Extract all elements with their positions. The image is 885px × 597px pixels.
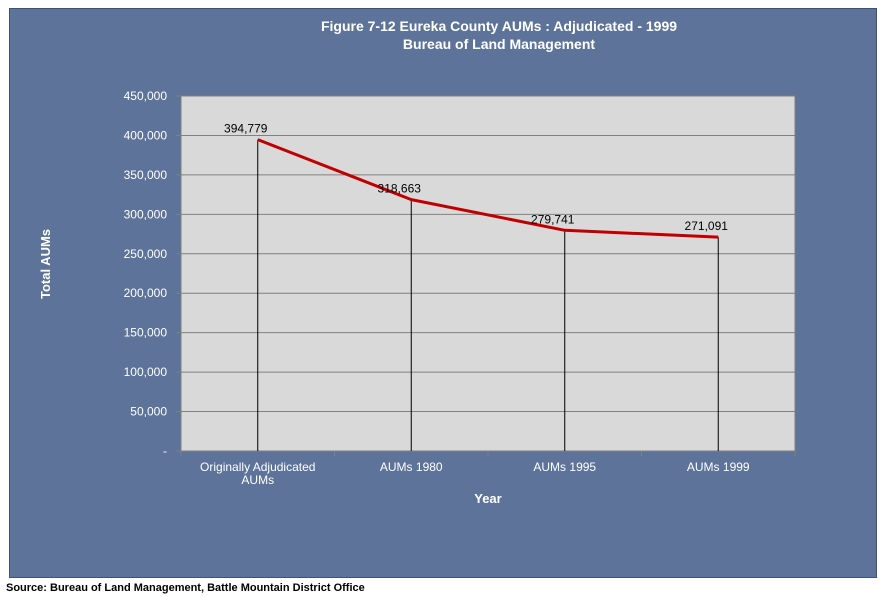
y-tick-label: 350,000 — [124, 168, 168, 182]
y-axis-title: Total AUMs — [38, 229, 53, 299]
data-label: 394,779 — [224, 122, 268, 136]
y-tick-label: 100,000 — [124, 365, 168, 379]
x-axis: Originally Adjudicated AUMs AUMs 1980 AUMs … — [180, 451, 796, 487]
data-label: 318,663 — [378, 182, 422, 196]
series-aums — [257, 138, 719, 239]
y-tick-label: 450,000 — [124, 89, 168, 103]
y-tick-label: 300,000 — [124, 207, 168, 221]
line-chart: Figure 7-12 Eureka County AUMs : Adjudic… — [38, 18, 796, 506]
y-tick-label: 200,000 — [124, 286, 168, 300]
y-axis: - 50,000 100,000 150,000 200,000 250,000 300,0… — [124, 89, 181, 458]
data-label: 279,741 — [531, 212, 575, 226]
y-tick-label: 400,000 — [124, 128, 168, 142]
x-tick-label: AUMs 1999 — [687, 460, 750, 474]
y-tick-label: 50,000 — [130, 405, 167, 419]
x-tick-label: AUMs 1995 — [533, 460, 596, 474]
y-tick-label: 150,000 — [124, 326, 168, 340]
data-label: 271,091 — [685, 219, 729, 233]
x-axis-title: Year — [474, 491, 501, 506]
chart-title: Figure 7-12 Eureka County AUMs : Adjudic… — [321, 18, 677, 34]
data-labels: 394,779 318,663 279,741 271,091 — [224, 122, 728, 234]
x-tick-label: AUMs 1980 — [380, 460, 443, 474]
plot-area — [180, 95, 796, 452]
series-line — [257, 138, 719, 239]
y-tick-label: - — [163, 444, 167, 458]
drop-lines — [257, 139, 719, 451]
chart-subtitle: Bureau of Land Management — [403, 36, 595, 52]
chart-frame: Figure 7-12 Eureka County AUMs : Adjudic… — [9, 8, 877, 578]
x-tick-label: Originally Adjudicated AUMs — [200, 460, 315, 487]
y-tick-label: 250,000 — [124, 247, 168, 261]
source-note: Source: Bureau of Land Management, Battl… — [6, 582, 365, 594]
